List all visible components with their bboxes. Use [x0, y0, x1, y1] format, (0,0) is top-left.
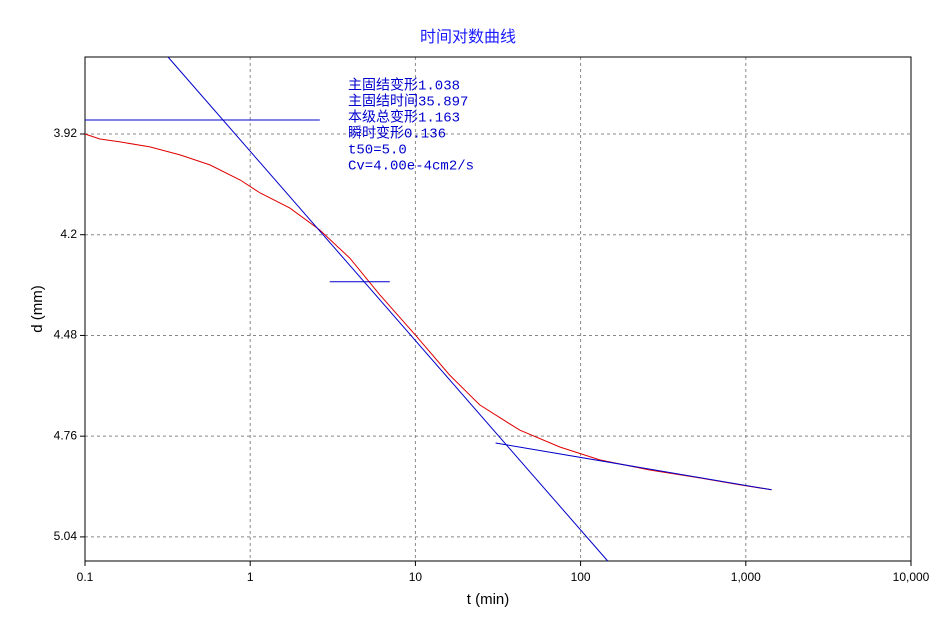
annotation: 主固结时间35.897	[348, 94, 468, 111]
y-tick-label: 5.04	[54, 529, 78, 543]
annotation: Cv=4.00e-4cm2/s	[348, 159, 474, 175]
x-tick-label: 10	[409, 570, 423, 584]
y-axis-label: d (mm)	[29, 285, 46, 333]
series-line	[167, 56, 609, 562]
annotation: t50=5.0	[348, 143, 407, 159]
x-tick-label: 100	[571, 570, 591, 584]
y-tick-label: 3.92	[54, 126, 78, 140]
x-tick-label: 1,000	[731, 570, 761, 584]
x-tick-label: 10,000	[893, 570, 930, 584]
x-tick-label: 0.1	[77, 570, 94, 584]
annotation: 本级总变形1.163	[348, 110, 460, 127]
annotation: 瞬时变形0.136	[348, 126, 446, 143]
x-axis-label: t (min)	[467, 591, 510, 608]
y-tick-label: 4.76	[54, 428, 78, 442]
x-tick-label: 1	[247, 570, 254, 584]
y-tick-label: 4.2	[60, 227, 77, 241]
y-tick-label: 4.48	[54, 328, 78, 342]
annotation: 主固结变形1.038	[348, 78, 460, 95]
plot-frame	[84, 56, 912, 562]
series-line	[495, 442, 772, 491]
chart-title: 时间对数曲线	[420, 28, 516, 46]
